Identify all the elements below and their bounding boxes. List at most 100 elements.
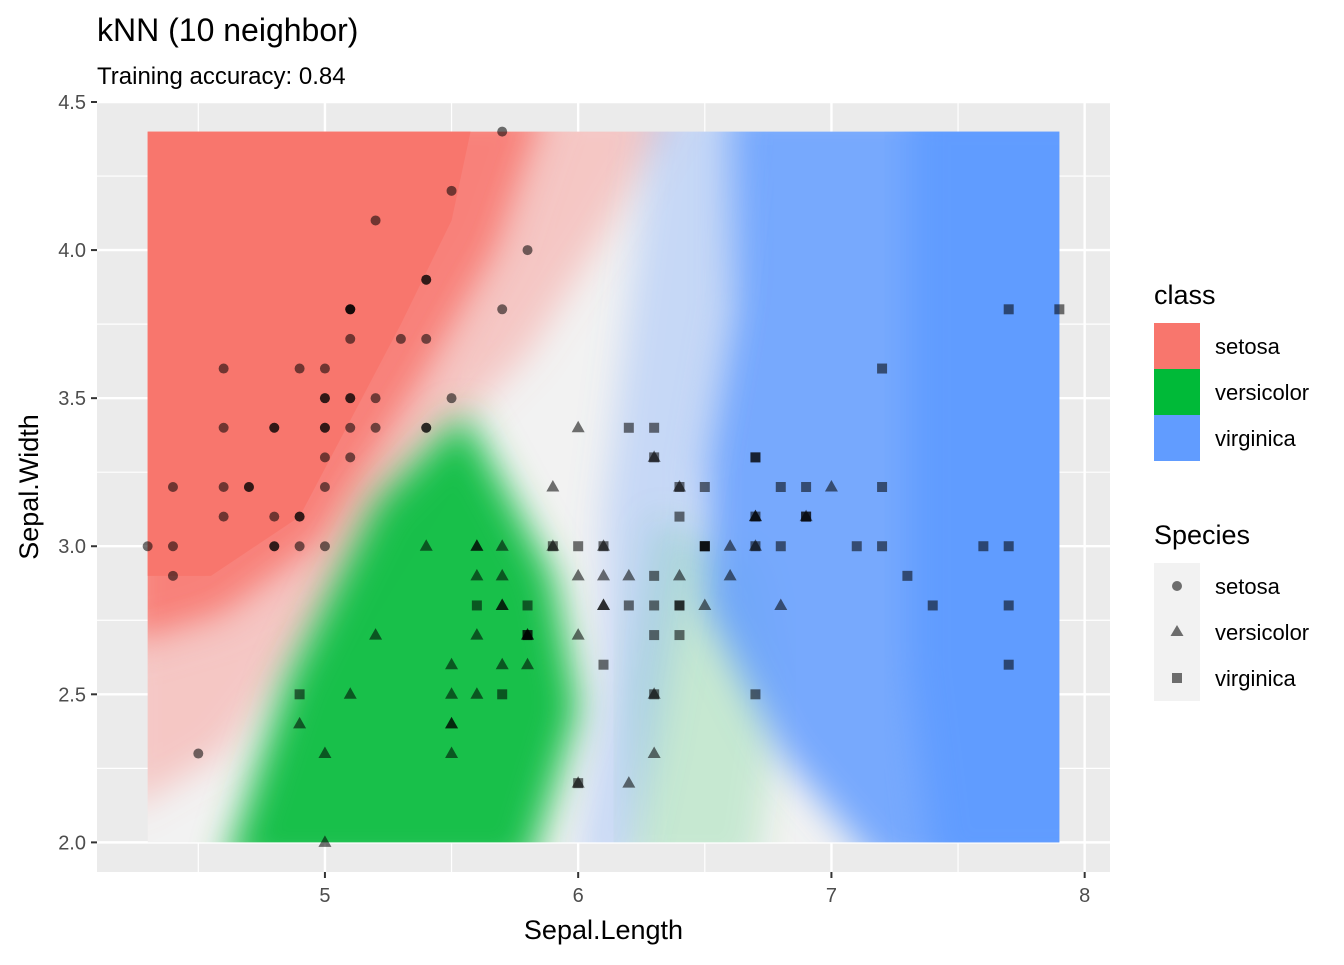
region-virginica-core	[907, 131, 1060, 843]
legend-class-key-virginica	[1154, 415, 1200, 461]
data-point-versicolor	[571, 420, 585, 433]
data-point-setosa	[345, 452, 356, 463]
data-point-virginica	[497, 689, 508, 700]
data-point-versicolor	[698, 598, 712, 610]
data-point-versicolor	[318, 746, 332, 759]
decision-regions	[147, 131, 1060, 843]
data-point-versicolor	[647, 746, 661, 759]
data-point-virginica	[1054, 304, 1065, 315]
data-point-virginica	[547, 541, 558, 552]
data-point-versicolor	[445, 746, 459, 759]
y-tick-label: 2.0	[58, 832, 86, 854]
data-point-virginica	[1003, 659, 1014, 670]
data-point-setosa	[294, 511, 305, 522]
data-point-versicolor	[470, 628, 484, 640]
data-point-setosa	[294, 363, 305, 374]
legend-species-key-virginica	[1172, 673, 1182, 683]
data-point-virginica	[623, 422, 634, 433]
data-point-versicolor	[470, 568, 484, 581]
data-point-virginica	[674, 630, 685, 641]
data-point-virginica	[978, 541, 989, 552]
data-point-versicolor	[723, 539, 737, 551]
data-point-setosa	[319, 422, 330, 433]
data-point-virginica	[649, 600, 660, 611]
legend-species-label-setosa: setosa	[1215, 574, 1281, 599]
data-point-setosa	[319, 541, 330, 552]
y-tick-label: 3.5	[58, 388, 86, 410]
data-point-virginica	[573, 778, 584, 789]
data-point-virginica	[699, 541, 710, 552]
data-point-virginica	[649, 689, 660, 700]
data-point-virginica	[522, 600, 533, 611]
data-point-setosa	[218, 511, 229, 522]
data-point-setosa	[319, 393, 330, 404]
data-point-setosa	[193, 748, 204, 759]
data-point-virginica	[674, 600, 685, 611]
legend-species-label-versicolor: versicolor	[1215, 620, 1309, 645]
x-tick-label: 7	[826, 885, 837, 907]
data-point-virginica	[877, 363, 888, 374]
data-point-virginica	[573, 541, 584, 552]
data-point-setosa	[370, 215, 381, 226]
data-point-versicolor	[318, 835, 332, 847]
data-point-versicolor	[622, 568, 636, 581]
data-point-virginica	[750, 541, 761, 552]
data-point-versicolor	[445, 657, 459, 670]
data-point-setosa	[269, 511, 280, 522]
data-point-virginica	[877, 482, 888, 492]
data-point-virginica	[649, 452, 660, 463]
data-point-virginica	[471, 600, 482, 611]
legend-species-key-setosa	[1172, 581, 1182, 591]
data-point-virginica	[649, 422, 660, 433]
y-axis: 2.0 2.5 3.0 3.5 4.0 4.5	[58, 92, 97, 854]
data-point-setosa	[345, 304, 356, 315]
legend-class-key-setosa	[1154, 323, 1200, 369]
data-point-virginica	[674, 482, 685, 492]
data-point-versicolor	[571, 568, 585, 581]
data-point-virginica	[1003, 600, 1014, 611]
x-axis: 5 6 7 8	[319, 872, 1090, 907]
data-point-setosa	[446, 393, 457, 404]
data-point-versicolor	[445, 687, 459, 699]
data-point-virginica	[775, 541, 786, 552]
data-point-setosa	[218, 422, 229, 433]
data-point-versicolor	[369, 628, 383, 640]
y-tick-label: 4.5	[58, 92, 86, 114]
data-point-virginica	[623, 600, 634, 611]
legend-species-title: Species	[1154, 520, 1250, 550]
data-point-setosa	[269, 541, 280, 552]
data-point-virginica	[801, 511, 812, 522]
data-point-versicolor	[546, 480, 560, 492]
data-point-virginica	[877, 541, 888, 552]
data-point-setosa	[319, 363, 330, 374]
data-point-virginica	[1003, 304, 1014, 315]
data-point-setosa	[319, 452, 330, 463]
y-tick-label: 2.5	[58, 684, 86, 706]
data-point-setosa	[167, 541, 178, 552]
data-point-virginica	[750, 689, 761, 700]
data-point-versicolor	[495, 539, 509, 551]
chart-subtitle: Training accuracy: 0.84	[97, 63, 346, 90]
x-tick-label: 8	[1079, 885, 1090, 907]
data-point-versicolor	[774, 598, 788, 610]
data-point-setosa	[269, 422, 280, 433]
legend-class-key-versicolor	[1154, 369, 1200, 415]
data-point-setosa	[218, 363, 229, 374]
y-tick-label: 3.0	[58, 536, 86, 558]
y-axis-label: Sepal.Width	[14, 414, 44, 560]
region-versicolor	[233, 412, 579, 843]
legend-species: Species setosa versicolor virginica	[1154, 520, 1309, 701]
data-point-virginica	[750, 452, 761, 463]
data-point-setosa	[319, 482, 330, 492]
data-point-setosa	[370, 422, 381, 433]
x-tick-label: 6	[573, 885, 584, 907]
data-point-setosa	[345, 333, 356, 344]
data-point-setosa	[345, 422, 356, 433]
data-point-setosa	[370, 393, 381, 404]
data-point-virginica	[902, 570, 913, 581]
data-point-setosa	[395, 333, 406, 344]
chart-title: kNN (10 neighbor)	[97, 12, 358, 48]
data-point-setosa	[446, 185, 457, 196]
legend-class-label-setosa: setosa	[1215, 334, 1281, 359]
